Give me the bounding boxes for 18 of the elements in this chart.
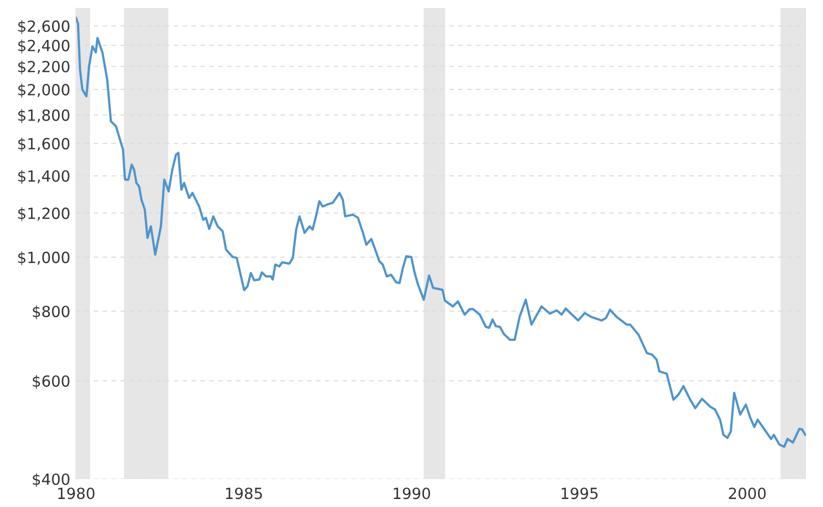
line-series: [76, 16, 806, 448]
y-tick-label: $1,200: [18, 207, 70, 222]
y-tick-label: $1,400: [18, 170, 70, 184]
x-tick-label: 1980: [58, 488, 94, 500]
x-tick-label: 1995: [562, 488, 598, 500]
y-tick-label: $400: [32, 473, 70, 488]
y-tick-label: $2,200: [18, 60, 70, 74]
y-tick-label: $2,000: [18, 84, 70, 98]
y-tick-label: $1,800: [18, 109, 70, 123]
x-tick-label: 2000: [728, 488, 766, 500]
y-tick-label: $1,600: [18, 138, 70, 152]
x-tick-label: 1990: [394, 488, 430, 500]
y-tick-label: $800: [32, 305, 70, 320]
y-tick-label: $2,400: [18, 40, 70, 54]
y-tick-label: $1,000: [18, 251, 70, 266]
y-tick-label: $2,600: [18, 20, 70, 34]
y-tick-label: $600: [32, 375, 70, 389]
x-tick-label: 1985: [226, 488, 262, 500]
